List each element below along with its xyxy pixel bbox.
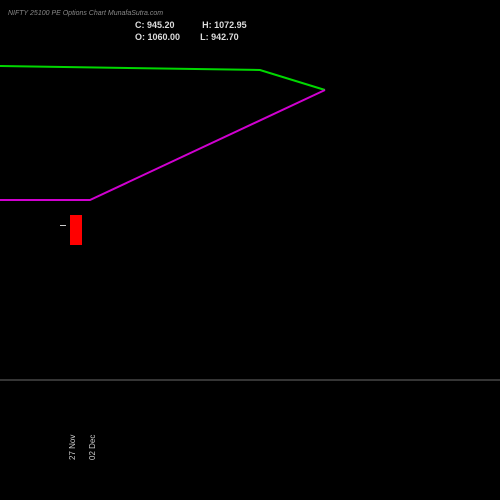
x-axis-label: 27 Nov bbox=[68, 435, 77, 460]
candle-body bbox=[70, 215, 82, 245]
x-axis-label: 02 Dec bbox=[88, 435, 97, 460]
magenta-line bbox=[0, 90, 325, 200]
candle-tick bbox=[60, 225, 66, 226]
green-line bbox=[0, 66, 325, 90]
chart-svg bbox=[0, 0, 500, 500]
